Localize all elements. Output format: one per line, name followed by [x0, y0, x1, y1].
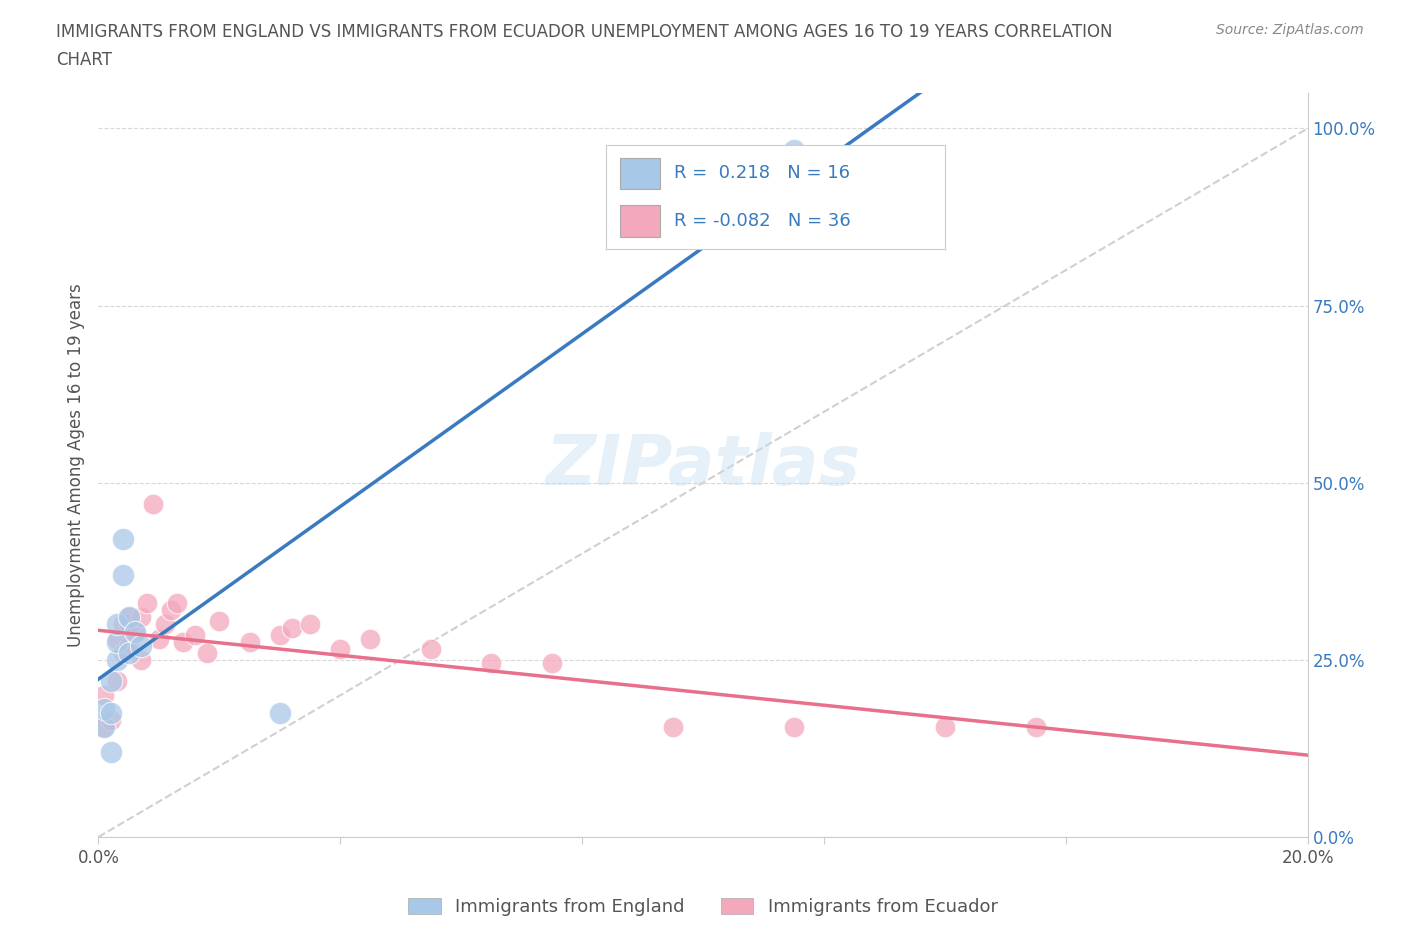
- Point: [184, 628, 207, 643]
- Point: [281, 620, 304, 635]
- Point: [100, 706, 122, 721]
- Point: [129, 653, 152, 668]
- Point: [105, 673, 128, 688]
- Point: [148, 631, 170, 646]
- Point: [93, 720, 115, 735]
- Point: [329, 642, 352, 657]
- Point: [93, 720, 115, 735]
- Point: [129, 638, 152, 653]
- Point: [129, 610, 152, 625]
- Point: [111, 645, 134, 660]
- Point: [118, 617, 141, 631]
- Point: [105, 631, 128, 646]
- Point: [111, 567, 134, 582]
- Point: [299, 617, 322, 631]
- Point: [420, 642, 443, 657]
- Point: [783, 720, 806, 735]
- Point: [111, 532, 134, 547]
- Text: CHART: CHART: [56, 51, 112, 69]
- Point: [783, 142, 806, 157]
- Point: [105, 617, 128, 631]
- Point: [100, 745, 122, 760]
- Text: Source: ZipAtlas.com: Source: ZipAtlas.com: [1216, 23, 1364, 37]
- Point: [661, 720, 683, 735]
- Point: [124, 624, 146, 639]
- Point: [105, 634, 128, 649]
- Point: [135, 596, 157, 611]
- Text: IMMIGRANTS FROM ENGLAND VS IMMIGRANTS FROM ECUADOR UNEMPLOYMENT AMONG AGES 16 TO: IMMIGRANTS FROM ENGLAND VS IMMIGRANTS FR…: [56, 23, 1112, 41]
- Point: [239, 634, 262, 649]
- Point: [166, 596, 188, 611]
- Point: [208, 614, 231, 629]
- Point: [118, 610, 141, 625]
- Point: [172, 634, 194, 649]
- Point: [118, 610, 141, 625]
- Point: [118, 645, 141, 660]
- Y-axis label: Unemployment Among Ages 16 to 19 years: Unemployment Among Ages 16 to 19 years: [66, 283, 84, 647]
- Legend: Immigrants from England, Immigrants from Ecuador: Immigrants from England, Immigrants from…: [401, 891, 1005, 923]
- Point: [93, 702, 115, 717]
- Point: [195, 645, 218, 660]
- Point: [118, 638, 141, 653]
- Point: [481, 656, 503, 671]
- Point: [1024, 720, 1046, 735]
- Point: [93, 688, 115, 703]
- Point: [269, 628, 291, 643]
- Point: [269, 706, 291, 721]
- Point: [934, 720, 956, 735]
- Point: [540, 656, 562, 671]
- Point: [160, 603, 183, 618]
- Point: [105, 653, 128, 668]
- Point: [360, 631, 382, 646]
- Point: [100, 712, 122, 727]
- Point: [100, 673, 122, 688]
- Text: ZIPatlas: ZIPatlas: [546, 432, 860, 498]
- Point: [142, 497, 165, 512]
- Point: [153, 617, 176, 631]
- Point: [111, 617, 134, 631]
- Point: [124, 624, 146, 639]
